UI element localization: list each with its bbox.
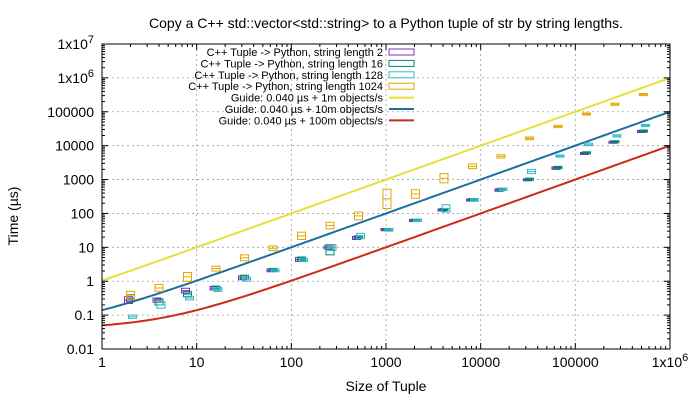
guide-lines [101,76,671,327]
x-tick-label: 1000 [370,354,401,370]
guide-line [101,144,671,327]
legend-swatch [388,48,415,56]
x-tick-label: 1x106 [652,352,688,370]
guide-line [101,110,671,312]
legend-label: Guide: 0.040 µs + 10m objects/s [225,104,384,116]
x-tick-label: 10000 [461,354,500,370]
y-tick-label: 100000 [47,104,94,120]
y-tick-label: 0.01 [67,341,94,357]
legend-label: C++ Tuple -> Python, string length 128 [194,70,383,82]
legend-swatch [388,71,415,79]
y-tick-label: 10000 [55,138,94,154]
guide-line [101,76,671,282]
legend-label: Guide: 0.040 µs + 1m objects/s [231,93,384,105]
legend-label: C++ Tuple -> Python, string length 1024 [188,81,383,93]
x-axis-label: Size of Tuple [346,378,427,394]
y-tick-label: 1 [86,273,94,289]
legend-swatch [388,82,415,90]
legend-label: C++ Tuple -> Python, string length 16 [200,58,383,70]
x-tick-label: 1 [98,354,106,370]
y-tick-label: 0.1 [75,307,95,323]
legend-label: C++ Tuple -> Python, string length 2 [207,47,383,59]
x-tick-label: 100000 [552,354,599,370]
y-tick-label: 1000 [63,172,94,188]
y-tick-label: 10 [78,239,94,255]
axis-ticks: 1 10 100 1000 10000 100000 1x106 0.01 0.1 1 10 100 1… [47,34,688,370]
x-tick-label: 100 [280,354,304,370]
legend-label: Guide: 0.040 µs + 100m objects/s [219,115,384,127]
x-tick-label: 10 [189,354,205,370]
legend: C++ Tuple -> Python, string length 2C++ … [188,47,415,127]
legend-swatch [388,59,415,67]
y-tick-label: 1x106 [58,68,94,86]
data-marks [123,93,650,319]
y-tick-label: 100 [71,205,95,221]
y-axis-label: Time (µs) [5,187,21,246]
chart-title: Copy a C++ std::vector<std::string> to a… [149,15,623,31]
y-tick-label: 1x107 [58,34,94,52]
